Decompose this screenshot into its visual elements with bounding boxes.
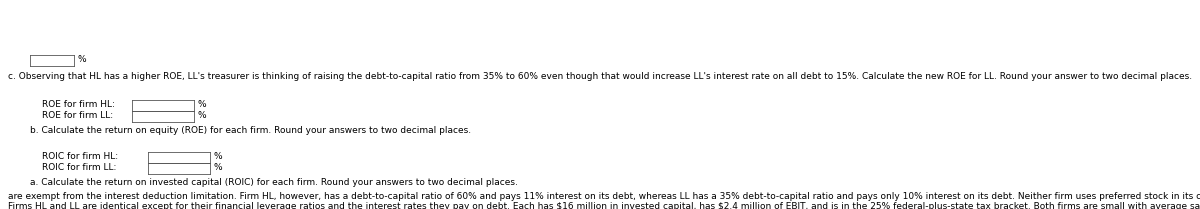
Text: ROIC for firm LL:: ROIC for firm LL: (42, 163, 116, 172)
Text: %: % (214, 152, 223, 161)
Text: ROIC for firm HL:: ROIC for firm HL: (42, 152, 118, 161)
Text: %: % (197, 100, 205, 109)
Text: a. Calculate the return on invested capital (ROIC) for each firm. Round your ans: a. Calculate the return on invested capi… (30, 178, 518, 187)
Text: %: % (214, 163, 223, 172)
Text: c. Observing that HL has a higher ROE, LL's treasurer is thinking of raising the: c. Observing that HL has a higher ROE, L… (8, 72, 1192, 81)
Text: ROE for firm LL:: ROE for firm LL: (42, 111, 113, 120)
Text: %: % (78, 55, 86, 64)
Text: Firms HL and LL are identical except for their financial leverage ratios and the: Firms HL and LL are identical except for… (8, 202, 1200, 209)
Text: are exempt from the interest deduction limitation. Firm HL, however, has a debt-: are exempt from the interest deduction l… (8, 192, 1200, 201)
Text: ROE for firm HL:: ROE for firm HL: (42, 100, 115, 109)
Text: %: % (197, 111, 205, 120)
Text: b. Calculate the return on equity (ROE) for each firm. Round your answers to two: b. Calculate the return on equity (ROE) … (30, 126, 472, 135)
